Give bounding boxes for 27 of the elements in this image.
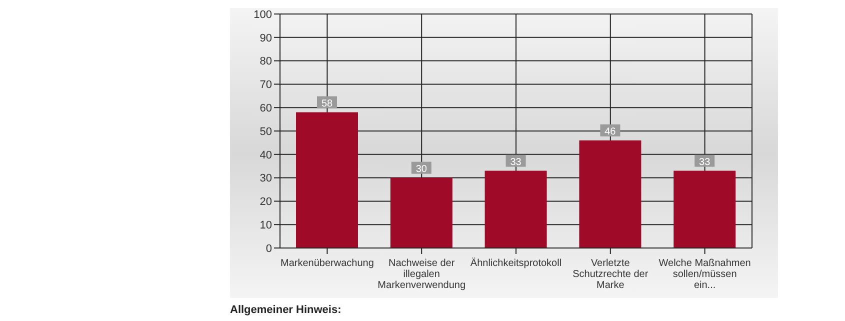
y-tick-label: 100 <box>254 8 272 21</box>
bar <box>579 140 642 248</box>
y-tick-label: 0 <box>266 242 272 255</box>
x-tick-label: Ähnlichkeitsprotokoll <box>470 257 562 269</box>
data-label: 30 <box>416 164 428 175</box>
x-tick-label: Markenüberwachung <box>280 258 374 269</box>
data-label: 58 <box>321 98 333 110</box>
data-label: 33 <box>699 156 711 168</box>
y-tick-label: 70 <box>260 79 272 92</box>
data-label: 46 <box>604 126 616 138</box>
x-tick-label: Nachweise der illegalen Markenverwendung <box>378 258 466 291</box>
bar <box>296 112 358 248</box>
y-tick-label: 80 <box>260 56 272 68</box>
y-tick-label: 20 <box>260 196 272 208</box>
y-tick-label: 60 <box>260 102 272 115</box>
bar <box>484 170 547 248</box>
y-tick-label: 50 <box>260 126 272 138</box>
x-tick-label: Welche Maßnahmen sollen/müssen ein... <box>658 258 751 291</box>
y-tick-label: 90 <box>260 32 272 44</box>
y-tick-label: 30 <box>260 172 272 185</box>
bar <box>390 178 452 248</box>
y-tick-label: 10 <box>260 220 272 232</box>
text: Allgemeiner Hinweis: <box>230 304 342 316</box>
data-label: 33 <box>510 156 522 168</box>
x-tick-label: Verletzte Schutzrechte der Marke <box>572 258 649 291</box>
bar <box>674 170 736 248</box>
y-tick-label: 40 <box>260 149 272 162</box>
